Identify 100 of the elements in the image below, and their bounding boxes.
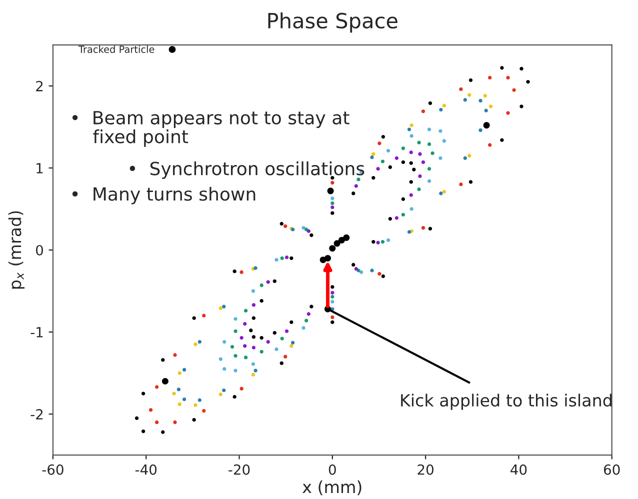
point xyxy=(252,316,256,320)
point xyxy=(467,93,472,97)
point xyxy=(284,329,289,334)
point xyxy=(330,196,334,200)
point xyxy=(354,184,358,188)
point xyxy=(290,340,295,345)
point xyxy=(222,340,226,344)
point xyxy=(176,388,181,392)
point xyxy=(234,317,238,321)
point xyxy=(234,368,238,372)
point xyxy=(260,299,264,303)
point xyxy=(459,87,463,92)
point xyxy=(388,165,392,169)
point xyxy=(230,344,234,349)
point xyxy=(438,156,442,160)
point xyxy=(330,201,334,206)
point xyxy=(388,216,392,221)
point xyxy=(178,402,182,406)
point xyxy=(376,166,380,171)
point xyxy=(234,354,238,358)
point xyxy=(386,148,390,153)
point xyxy=(468,180,473,184)
point xyxy=(251,289,256,293)
point xyxy=(488,104,493,108)
y-axis-title: p$_{x}$ (mrad) xyxy=(8,211,24,289)
annotation: Kick applied to this island xyxy=(401,394,612,410)
point xyxy=(266,340,270,344)
point xyxy=(467,154,472,158)
point xyxy=(378,142,382,146)
point xyxy=(478,98,482,103)
point xyxy=(194,403,198,407)
point xyxy=(260,336,264,340)
point xyxy=(427,128,432,132)
point xyxy=(438,129,442,133)
point xyxy=(182,397,186,402)
point xyxy=(240,336,244,340)
point xyxy=(284,256,289,260)
point xyxy=(254,266,258,270)
y-tick-label: -1 xyxy=(30,327,43,338)
point xyxy=(463,98,467,102)
x-tick-label: 0 xyxy=(328,464,336,475)
point xyxy=(468,78,473,82)
point xyxy=(520,104,524,108)
point xyxy=(506,111,510,115)
x-tick-label: -40 xyxy=(135,464,157,475)
point xyxy=(280,222,284,226)
point xyxy=(427,179,432,183)
point xyxy=(306,229,310,233)
point xyxy=(240,270,244,274)
point xyxy=(222,304,226,308)
legend-label: Tracked Particle xyxy=(78,45,154,53)
point xyxy=(459,182,463,186)
point xyxy=(378,272,382,276)
point xyxy=(483,122,490,129)
x-axis-title: x (mm) xyxy=(302,480,362,496)
point xyxy=(427,142,432,146)
point xyxy=(173,353,177,357)
point xyxy=(222,367,226,371)
point xyxy=(251,372,256,377)
y-tick-label: 1 xyxy=(36,163,43,174)
point xyxy=(330,300,334,304)
point xyxy=(232,269,236,274)
point xyxy=(376,240,380,244)
point xyxy=(284,224,288,228)
point xyxy=(412,168,416,172)
point xyxy=(401,160,406,164)
point xyxy=(134,416,139,420)
point xyxy=(173,420,177,424)
point xyxy=(410,207,414,211)
chart-title: Phase Space xyxy=(268,12,398,33)
point xyxy=(488,143,492,147)
point xyxy=(380,160,385,164)
point xyxy=(381,134,385,139)
point xyxy=(302,226,306,230)
point xyxy=(370,268,374,272)
point xyxy=(359,270,364,274)
point xyxy=(148,408,153,412)
point xyxy=(274,347,278,352)
point xyxy=(218,306,222,310)
point xyxy=(154,385,159,389)
point xyxy=(478,128,482,132)
point xyxy=(290,344,294,348)
point xyxy=(280,256,284,260)
point xyxy=(161,430,165,434)
point xyxy=(329,245,336,252)
point xyxy=(251,362,256,366)
point xyxy=(381,274,385,278)
x-tick-label: -60 xyxy=(42,464,64,475)
point xyxy=(306,312,310,316)
point xyxy=(192,316,196,320)
point xyxy=(284,354,288,358)
point xyxy=(442,190,446,194)
y-tick-label: 2 xyxy=(36,80,43,92)
point xyxy=(407,128,412,132)
point xyxy=(172,392,176,396)
point xyxy=(484,108,488,112)
point xyxy=(401,212,406,217)
point xyxy=(161,358,165,362)
point xyxy=(442,139,446,143)
point xyxy=(218,392,222,396)
